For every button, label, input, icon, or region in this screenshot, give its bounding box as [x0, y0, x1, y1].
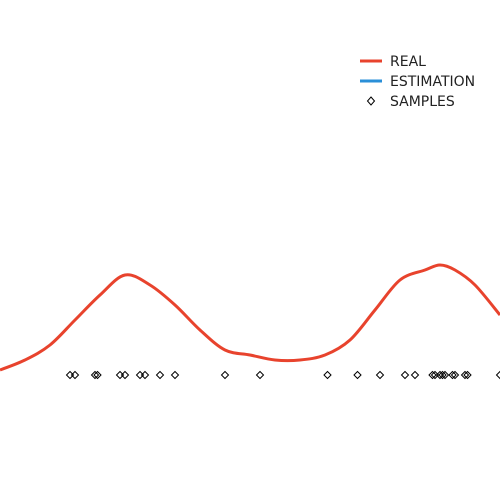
sample-point	[375, 370, 385, 380]
sample-point	[155, 370, 165, 380]
sample-point	[400, 370, 410, 380]
sample-point	[460, 370, 470, 380]
sample-point	[463, 370, 472, 380]
series-layer	[0, 263, 500, 380]
sample-point	[135, 370, 145, 380]
sample-point	[255, 370, 265, 380]
legend-label-real: REAL	[390, 54, 426, 70]
sample-point	[323, 370, 332, 380]
sample-point	[120, 370, 130, 380]
legend-samples-diamond-icon	[366, 96, 376, 106]
legend: REAL ESTIMATION SAMPLES	[360, 54, 475, 110]
sample-point	[93, 370, 102, 380]
sample-point	[428, 370, 437, 380]
sample-point	[65, 370, 75, 380]
legend-label-estimation: ESTIMATION	[390, 74, 475, 90]
sample-point	[410, 370, 420, 380]
sample-point	[220, 370, 230, 380]
sample-point	[90, 370, 100, 380]
sample-point	[435, 370, 445, 380]
sample-point	[495, 370, 500, 380]
sample-point	[440, 370, 450, 380]
sample-point	[115, 370, 125, 380]
sample-point	[140, 370, 150, 380]
sample-point	[438, 370, 447, 380]
sample-point	[430, 370, 440, 380]
sample-point	[170, 370, 180, 380]
series-line-real	[0, 263, 500, 372]
legend-label-samples: SAMPLES	[390, 94, 455, 110]
sample-point	[70, 370, 80, 380]
sample-point	[353, 370, 362, 380]
sample-point	[450, 370, 460, 380]
sample-point	[448, 370, 457, 380]
